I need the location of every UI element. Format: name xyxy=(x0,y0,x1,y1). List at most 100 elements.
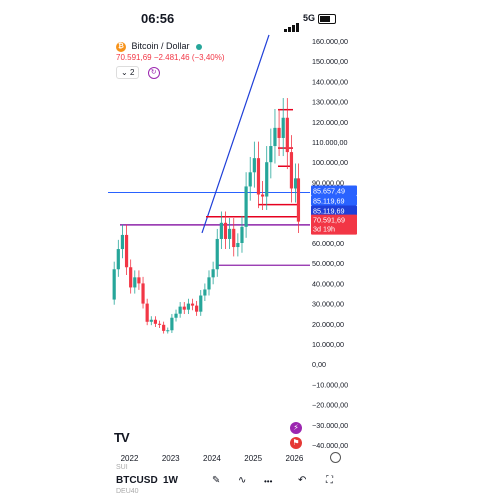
symbol-title[interactable]: ₿ Bitcoin / Dollar xyxy=(116,41,203,52)
y-tick-label: 100.000,00 xyxy=(312,158,348,167)
ghost-label-deu40: DEU40 xyxy=(116,488,139,495)
fullscreen-icon[interactable]: ⛶ xyxy=(326,475,333,486)
trend-line xyxy=(201,34,270,234)
layout-count: 2 xyxy=(129,68,135,77)
candle-body xyxy=(260,194,265,197)
pencil-icon[interactable]: ✎ xyxy=(212,475,221,486)
candle-body xyxy=(273,127,277,147)
more-button[interactable]: ••• xyxy=(264,477,273,486)
candle-body xyxy=(145,303,149,322)
price-label-text: 85.119,69 xyxy=(313,196,344,205)
price-label-text: 85.119,69 xyxy=(313,206,344,215)
signal-icon xyxy=(284,14,300,32)
y-tick-label: 50.000,00 xyxy=(312,259,344,268)
sync-icon[interactable]: ↻ xyxy=(147,66,160,79)
symbol-name: Bitcoin / Dollar xyxy=(131,41,190,51)
price-label-bg xyxy=(311,185,357,196)
bitcoin-icon: ₿ xyxy=(116,41,126,52)
x-tick-label: 2023 xyxy=(161,454,180,463)
candle-body xyxy=(219,222,223,239)
y-tick-label: 0,00 xyxy=(312,360,326,369)
candle-body xyxy=(281,117,285,138)
candle-body xyxy=(207,277,211,290)
candle-body xyxy=(116,249,120,270)
market-status-icon xyxy=(196,43,203,50)
x-tick-label: 2022 xyxy=(120,454,139,463)
status-time: 06:56 xyxy=(141,11,175,26)
ghost-label-sui: SUI xyxy=(116,464,128,471)
y-tick-label: −30.000,00 xyxy=(312,421,348,430)
candle-body xyxy=(252,158,256,173)
y-tick-label: −10.000,00 xyxy=(312,380,348,389)
y-tick-label: 20.000,00 xyxy=(312,320,344,329)
y-tick-label: −40.000,00 xyxy=(312,441,348,450)
candle-body xyxy=(244,186,248,227)
candle-body xyxy=(133,277,137,288)
candle-body xyxy=(228,228,232,239)
y-tick-label: 60.000,00 xyxy=(312,239,344,248)
battery-icon xyxy=(318,14,336,24)
candle-body xyxy=(186,303,190,310)
candle-body xyxy=(182,306,186,310)
price-chart[interactable]: 160.000,00 150.000,00 140.000,00 130.000,00… xyxy=(108,28,362,458)
candle-body xyxy=(162,324,166,331)
candle-body xyxy=(170,317,174,331)
interval-button[interactable]: 1W xyxy=(163,475,178,486)
y-tick-label: 150.000,00 xyxy=(312,57,348,66)
tradingview-logo-icon: TV xyxy=(114,430,130,445)
candle-body xyxy=(199,295,203,312)
x-tick-label: 2024 xyxy=(203,454,221,463)
candle-body xyxy=(141,283,145,304)
settings-icon[interactable] xyxy=(330,452,341,463)
candle-body xyxy=(248,172,252,187)
candle-body xyxy=(232,228,236,248)
y-tick-label: 40.000,00 xyxy=(312,279,344,288)
candle-body xyxy=(120,234,125,250)
flag-icon[interactable]: ⚑ xyxy=(290,437,302,449)
price-label-countdown: 3d 19h xyxy=(313,225,335,234)
price-label-text: 85.657,49 xyxy=(313,186,345,195)
candle-body xyxy=(240,226,244,243)
y-tick-label: 110.000,00 xyxy=(312,138,347,147)
indicator-icon[interactable]: ∿ xyxy=(238,475,247,486)
candle-body xyxy=(112,269,116,300)
candle-body xyxy=(277,127,281,138)
layout-dropdown[interactable]: ⌄ 2 xyxy=(116,66,140,79)
price-change: 70.591,69 −2.481,46 (−3,40%) xyxy=(116,53,225,62)
price-label-bg xyxy=(311,205,357,216)
candle-body xyxy=(211,269,215,278)
candle-body xyxy=(174,313,178,318)
candle-body xyxy=(265,162,269,197)
candle-body xyxy=(190,303,195,306)
candle-body xyxy=(178,306,182,314)
y-tick-label: 90.000,00 xyxy=(312,178,344,187)
chevron-down-icon: ⌄ xyxy=(121,68,128,77)
bottom-toolbar: BTCUSD 1W ✎ ∿ ••• ↶ ⛶ xyxy=(108,470,362,492)
candle-body xyxy=(153,319,158,324)
candle-body xyxy=(137,277,141,284)
candle-body xyxy=(124,234,129,268)
candle-body xyxy=(203,289,207,296)
candle-body xyxy=(285,117,289,153)
layout-control[interactable]: ⌄ 2 ↻ xyxy=(116,66,160,79)
price-label-text: 70.591,69 xyxy=(313,216,345,225)
candle-body xyxy=(166,330,170,332)
y-tick-label: 10.000,00 xyxy=(312,340,344,349)
candle-body xyxy=(149,319,153,322)
candle-body xyxy=(293,178,298,189)
price-label-bg xyxy=(311,195,357,206)
candle-body xyxy=(296,178,301,222)
y-tick-label: 160.000,00 xyxy=(312,37,348,46)
undo-icon[interactable]: ↶ xyxy=(298,475,307,486)
phone-screen: 06:56 5G ₿ Bitcoin / Dollar 70.591,69 −2… xyxy=(108,0,362,500)
status-bar: 06:56 5G xyxy=(108,10,362,32)
lightning-icon[interactable]: ⚡ xyxy=(290,422,302,434)
x-tick-label: 2026 xyxy=(285,454,304,463)
candle-body xyxy=(256,158,261,195)
y-tick-label: 130.000,00 xyxy=(312,98,348,107)
symbol-button[interactable]: BTCUSD xyxy=(116,475,158,486)
candle-body xyxy=(269,146,273,163)
candle-body xyxy=(289,152,294,189)
y-tick-label: 140.000,00 xyxy=(312,77,348,86)
y-tick-label: 30.000,00 xyxy=(312,300,344,309)
